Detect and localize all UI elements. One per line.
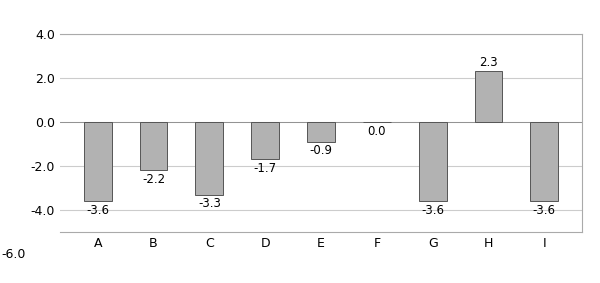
Bar: [140, 122, 167, 170]
Text: 0.0: 0.0: [368, 125, 386, 138]
Bar: [84, 122, 112, 201]
Bar: [251, 122, 279, 159]
Text: -2.2: -2.2: [142, 173, 165, 186]
Bar: [307, 122, 335, 142]
Text: -3.3: -3.3: [198, 197, 221, 210]
Text: -3.6: -3.6: [421, 204, 444, 217]
Bar: [419, 122, 446, 201]
Text: -3.6: -3.6: [86, 204, 109, 217]
Bar: [475, 71, 502, 122]
Text: 2.3: 2.3: [479, 56, 498, 69]
Text: -0.9: -0.9: [310, 144, 332, 157]
Text: -6.0: -6.0: [2, 248, 26, 261]
Bar: [196, 122, 223, 195]
Text: -1.7: -1.7: [254, 162, 277, 175]
Text: -3.6: -3.6: [533, 204, 556, 217]
Bar: [530, 122, 558, 201]
